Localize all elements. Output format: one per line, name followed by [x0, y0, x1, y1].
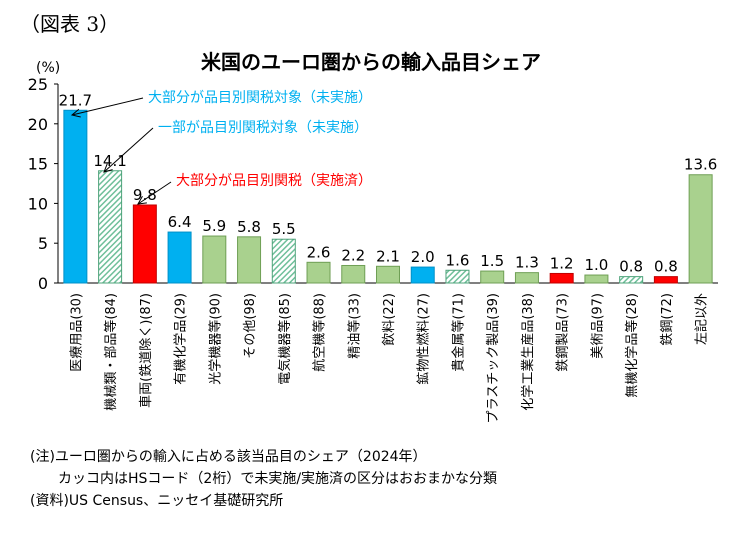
category-label: その他(98) [243, 293, 258, 359]
category-label: 左記以外 [694, 293, 710, 345]
category-label: 精油等(33) [346, 293, 362, 359]
category-label: 医療用品(30) [69, 293, 84, 372]
annotation-label: 一部が品目別関税対象（未実施） [158, 120, 368, 136]
category-label: 航空機等(88) [312, 293, 328, 372]
category-label: 無機化学品等(28) [624, 293, 640, 398]
category-label: 化学工業生産品(38) [520, 293, 536, 411]
figure-label: （図表 3） [20, 12, 120, 36]
bar [341, 264, 366, 284]
bar [445, 269, 470, 284]
y-tick-label: 0 [38, 274, 48, 293]
category-label: 機械類・部品等(84) [103, 293, 119, 411]
bar [202, 235, 227, 284]
value-label: 13.6 [684, 156, 717, 174]
category-label: 飲料(22) [381, 293, 397, 346]
source-note: (資料)US Census、ニッセイ基礎研究所 [30, 493, 284, 509]
value-label: 1.2 [550, 254, 574, 272]
value-label: 2.2 [341, 246, 365, 264]
bar [653, 276, 678, 284]
category-label: 車両(鉄道除く)(87) [139, 293, 154, 408]
value-label: 2.0 [411, 248, 435, 266]
bar [480, 270, 505, 284]
bar [98, 170, 123, 284]
value-label: 1.0 [584, 256, 608, 274]
annotation-arrow [137, 181, 172, 205]
value-label: 2.6 [307, 243, 331, 261]
bar [619, 276, 644, 284]
annotation-arrow [71, 97, 144, 116]
annotation-arrowhead [103, 163, 113, 173]
y-tick-label: 25 [28, 75, 48, 94]
value-label: 6.4 [168, 213, 192, 231]
chart-title: 米国のユーロ圏からの輸入品目シェア [201, 50, 541, 74]
bar [549, 272, 574, 284]
bar-chart: 0 5 10 15 20 25 21.7 医療用品(30) 14.1 機械類・部品等(84) 9.… [28, 75, 718, 423]
bar [514, 272, 539, 284]
annotation-arrowhead [70, 108, 81, 118]
value-label: 1.3 [515, 254, 539, 272]
value-label: 5.5 [272, 220, 296, 238]
value-label: 21.7 [59, 91, 92, 109]
category-label: 電気機器等(85) [277, 293, 293, 385]
bar [688, 174, 713, 284]
bar [132, 204, 157, 284]
annotation-label: 大部分が品目別関税対象（未実施） [148, 90, 372, 106]
bar [167, 231, 192, 284]
category-label: 鉄鋼製品(73) [556, 293, 571, 372]
bar [237, 236, 262, 284]
category-label: 鉱物性燃料(27) [416, 293, 432, 385]
category-label: 美術品(97) [590, 293, 605, 359]
bar [63, 109, 88, 284]
y-axis-unit: (%) [36, 60, 61, 76]
note-classification: カッコ内はHSコード（2桁）で未実施/実施済の区分はおおまかな分類 [58, 471, 498, 487]
category-label: 有機化学品(29) [173, 293, 189, 385]
annotation-arrowhead [137, 195, 147, 205]
bar [376, 265, 400, 284]
bar [410, 266, 435, 284]
y-tick-label: 20 [28, 115, 48, 134]
annotation-label: 大部分が品目別関税（実施済） [176, 173, 372, 189]
annotation-arrow [103, 127, 154, 173]
value-label: 1.6 [446, 251, 470, 269]
category-label: 鉄鋼(72) [660, 293, 675, 346]
note-share: (注)ユーロ圏からの輸入に占める該当品目のシェア（2024年） [30, 449, 427, 465]
bar [271, 238, 296, 284]
category-label: 光学機器等(90) [207, 293, 223, 385]
y-tick-label: 15 [28, 155, 48, 174]
bar [584, 274, 609, 284]
category-label: 貴金属等(71) [450, 293, 466, 372]
y-tick-label: 10 [28, 194, 48, 213]
value-label: 0.8 [619, 258, 643, 276]
value-label: 0.8 [654, 258, 678, 276]
value-label: 1.5 [480, 252, 504, 270]
value-label: 5.8 [237, 218, 261, 236]
value-label: 5.9 [202, 217, 226, 235]
value-label: 2.1 [376, 247, 400, 265]
value-label: 9.8 [133, 186, 157, 204]
bar [306, 261, 331, 284]
value-label: 14.1 [93, 152, 126, 170]
category-label: プラスチック製品(39) [486, 293, 501, 423]
y-tick-label: 5 [38, 234, 48, 253]
